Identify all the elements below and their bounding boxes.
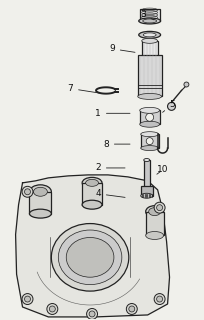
Circle shape bbox=[157, 205, 163, 211]
Circle shape bbox=[22, 293, 33, 305]
Ellipse shape bbox=[30, 209, 51, 218]
Ellipse shape bbox=[141, 132, 159, 137]
Circle shape bbox=[87, 308, 98, 319]
Circle shape bbox=[146, 113, 154, 121]
Bar bbox=[140, 9, 160, 21]
Bar bbox=[146, 212, 164, 236]
Ellipse shape bbox=[140, 108, 160, 113]
Ellipse shape bbox=[141, 193, 153, 198]
Bar bbox=[138, 55, 162, 96]
Text: 4: 4 bbox=[95, 189, 125, 198]
Ellipse shape bbox=[146, 206, 164, 218]
Text: 5: 5 bbox=[163, 100, 175, 112]
Bar bbox=[141, 134, 159, 148]
Circle shape bbox=[47, 303, 58, 315]
Circle shape bbox=[22, 186, 33, 197]
Ellipse shape bbox=[30, 185, 51, 199]
Ellipse shape bbox=[138, 93, 162, 100]
Circle shape bbox=[129, 306, 135, 312]
Ellipse shape bbox=[143, 19, 157, 23]
Ellipse shape bbox=[82, 200, 102, 209]
Circle shape bbox=[184, 82, 189, 87]
Text: 7: 7 bbox=[67, 84, 99, 93]
Ellipse shape bbox=[146, 231, 164, 239]
Circle shape bbox=[89, 311, 95, 317]
Bar bbox=[142, 41, 158, 57]
Circle shape bbox=[167, 102, 175, 110]
Ellipse shape bbox=[66, 237, 114, 277]
Polygon shape bbox=[16, 175, 170, 317]
Bar bbox=[140, 110, 160, 124]
Circle shape bbox=[146, 138, 153, 145]
Bar bbox=[82, 183, 102, 205]
Ellipse shape bbox=[142, 38, 158, 43]
Ellipse shape bbox=[149, 208, 161, 216]
Circle shape bbox=[49, 306, 55, 312]
Text: 9: 9 bbox=[109, 44, 135, 53]
Circle shape bbox=[24, 296, 30, 302]
Ellipse shape bbox=[86, 180, 99, 186]
Bar bbox=[144, 160, 150, 192]
Circle shape bbox=[126, 303, 137, 315]
Circle shape bbox=[154, 202, 165, 213]
Circle shape bbox=[24, 189, 30, 195]
Ellipse shape bbox=[51, 224, 129, 291]
Text: 2: 2 bbox=[95, 164, 125, 172]
Text: 8: 8 bbox=[103, 140, 130, 148]
Ellipse shape bbox=[139, 18, 161, 24]
Ellipse shape bbox=[143, 33, 156, 37]
Ellipse shape bbox=[144, 158, 150, 162]
Text: 3: 3 bbox=[140, 11, 154, 20]
Circle shape bbox=[157, 296, 163, 302]
Bar bbox=[141, 186, 153, 196]
Ellipse shape bbox=[58, 230, 122, 285]
Ellipse shape bbox=[141, 146, 159, 151]
Text: 10: 10 bbox=[157, 165, 168, 174]
Ellipse shape bbox=[139, 31, 161, 38]
Bar bbox=[30, 192, 51, 214]
Text: 1: 1 bbox=[95, 109, 130, 118]
Ellipse shape bbox=[140, 121, 160, 127]
Ellipse shape bbox=[33, 187, 47, 196]
Ellipse shape bbox=[82, 177, 102, 188]
Circle shape bbox=[154, 293, 165, 305]
